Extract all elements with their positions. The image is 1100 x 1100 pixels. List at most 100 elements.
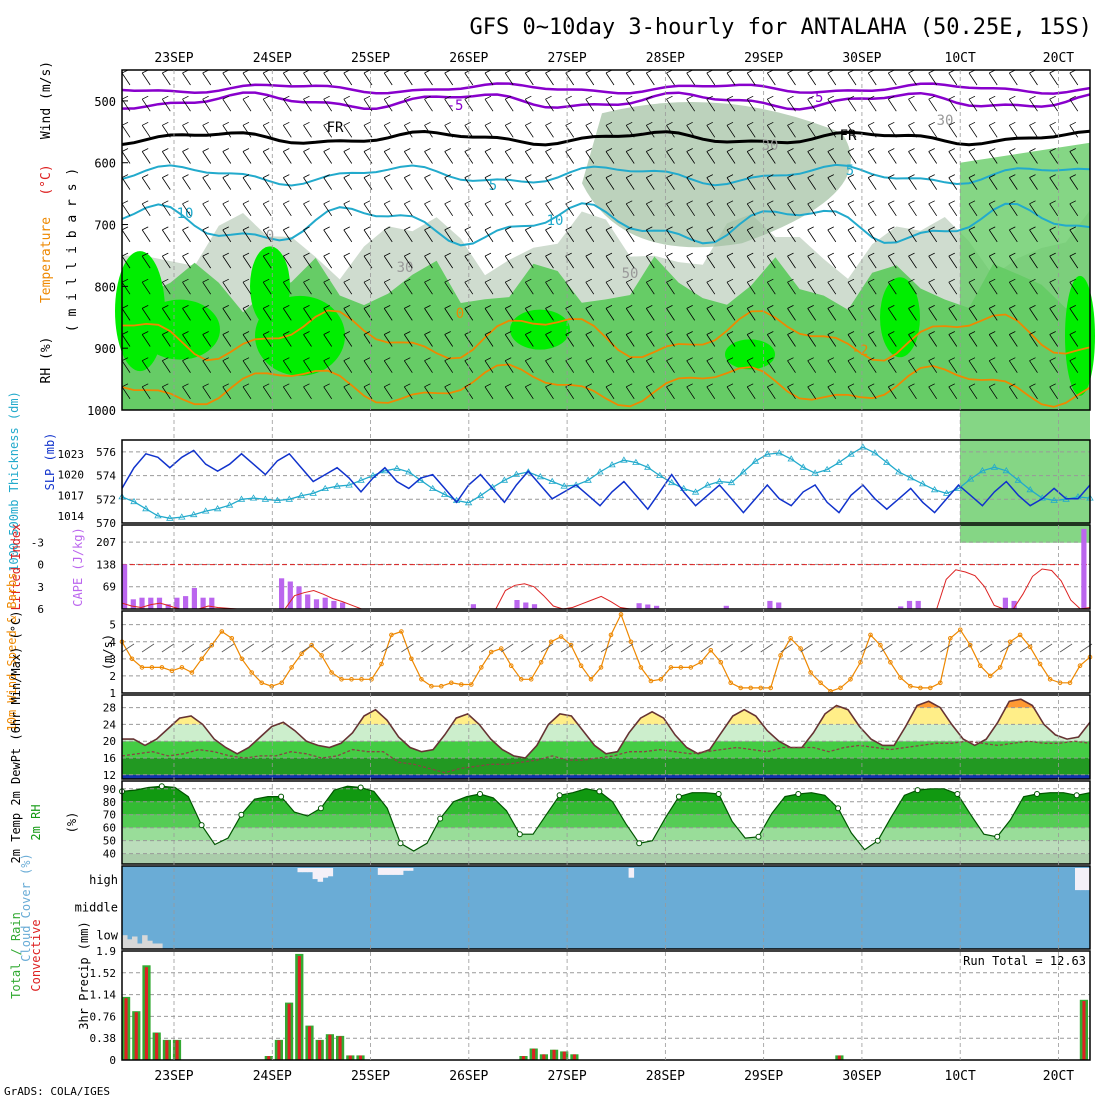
thickness-point (906, 474, 915, 481)
wind-barb (141, 278, 151, 295)
precip-ylabel: Total / Rain Convective 3hr Precip (mm) (9, 912, 91, 1030)
wind-barb-10m (161, 643, 175, 653)
y-tick-temp: 16 (103, 752, 116, 765)
thickness-point (142, 505, 150, 512)
wind-barb (1049, 331, 1059, 347)
isotherm-15 (122, 309, 1091, 362)
wind-speed-point (249, 670, 254, 675)
wind-barb (787, 278, 796, 295)
cloud-high-bar (1080, 868, 1086, 891)
y-tick-wind: 3 (109, 653, 116, 666)
wind-speed-point (508, 663, 514, 669)
thickness-point (656, 471, 664, 478)
thickness-point (1002, 467, 1011, 474)
wind-barb (403, 200, 413, 217)
cape-bar (200, 597, 206, 609)
wind-barb (141, 383, 151, 400)
thickness-point (249, 494, 258, 501)
precip-conv-bar (297, 956, 301, 1060)
wind-barb (726, 305, 736, 321)
wind-barb (887, 331, 897, 347)
thickness-point (883, 458, 891, 465)
wind-barb (484, 357, 494, 373)
cape-bar (340, 602, 346, 609)
cape-bar (915, 600, 921, 609)
wind-barb (524, 278, 534, 295)
thickness-point (918, 480, 927, 487)
wind-barb (202, 200, 212, 217)
wind-barb (343, 252, 353, 269)
wind-barb (847, 305, 857, 321)
wind-barb (666, 383, 675, 400)
wind-barb (988, 331, 998, 347)
wind-barb (202, 121, 212, 138)
wind-speed-point (149, 665, 155, 670)
wind-barb (827, 383, 837, 400)
wind-barb (1008, 383, 1018, 400)
cape-bar (122, 564, 128, 609)
rh-point (675, 793, 682, 800)
wind-barb (887, 121, 897, 138)
wind-barb (504, 200, 514, 217)
wind-speed-point (997, 665, 1003, 670)
contour-label: 5 (489, 178, 497, 194)
x-tick-label-top: 24SEP (253, 51, 292, 66)
cloud-panel: high middle low (75, 865, 1091, 950)
x-tick-label-bottom: 26SEP (449, 1069, 488, 1084)
wind-barb (1008, 174, 1018, 190)
wind-speed-point (179, 665, 185, 670)
y-tick-pressure: 700 (94, 219, 116, 233)
thickness-point (261, 495, 270, 502)
rh-point (795, 791, 802, 797)
wind-barb (262, 305, 272, 321)
wind-barb (847, 331, 857, 347)
wind-barb (1008, 357, 1018, 373)
wind-barb (343, 383, 353, 400)
wind-barb (444, 95, 454, 112)
cape-bar (514, 600, 520, 609)
wind-barb (262, 148, 272, 164)
wind-barb (605, 148, 615, 164)
wind-barb (887, 383, 897, 400)
wind-barb (121, 357, 131, 373)
wind-barb (887, 278, 897, 295)
wind-barb (1069, 252, 1079, 269)
wind-barb (1008, 95, 1018, 112)
wind-barb (242, 148, 252, 164)
x-tick-label-top: 25SEP (351, 51, 390, 66)
wind-barb (1008, 200, 1018, 217)
wind-speed-point (309, 642, 314, 648)
wind-speed-point (588, 677, 594, 682)
wind-barb (827, 305, 837, 321)
y-tick-rh: 90 (103, 783, 116, 796)
wind-barb (787, 174, 796, 190)
thickness-point (1014, 476, 1023, 483)
wind-barb (524, 252, 534, 269)
thickness-point (560, 482, 568, 489)
wind-barb (706, 252, 716, 269)
y-tick-precip: 1.9 (96, 945, 116, 958)
wind-barb (988, 252, 998, 269)
wind-barb (545, 200, 554, 217)
wind-barb (726, 383, 736, 400)
wind-barb (303, 383, 312, 400)
wind-barb (928, 200, 938, 217)
wind-barb (161, 148, 171, 164)
rh-band-4 (122, 801, 1090, 815)
wind-barb (988, 174, 998, 190)
wind-barb (787, 331, 796, 347)
wind-barb (1029, 252, 1038, 269)
thickness-point (166, 514, 174, 521)
wind-speed-point (1007, 639, 1013, 645)
wind-barb (504, 383, 514, 400)
wind-barb (686, 383, 696, 400)
wind-barb (706, 148, 716, 164)
wind-barb (968, 305, 978, 321)
wind-barb (948, 278, 958, 295)
y-tick-pressure: 600 (94, 157, 116, 171)
wind-barb (161, 278, 171, 295)
wind-barb (1008, 252, 1018, 269)
wind-barb (323, 305, 333, 321)
wind-barb (766, 174, 776, 190)
cloud-level-label: middle (75, 901, 118, 915)
